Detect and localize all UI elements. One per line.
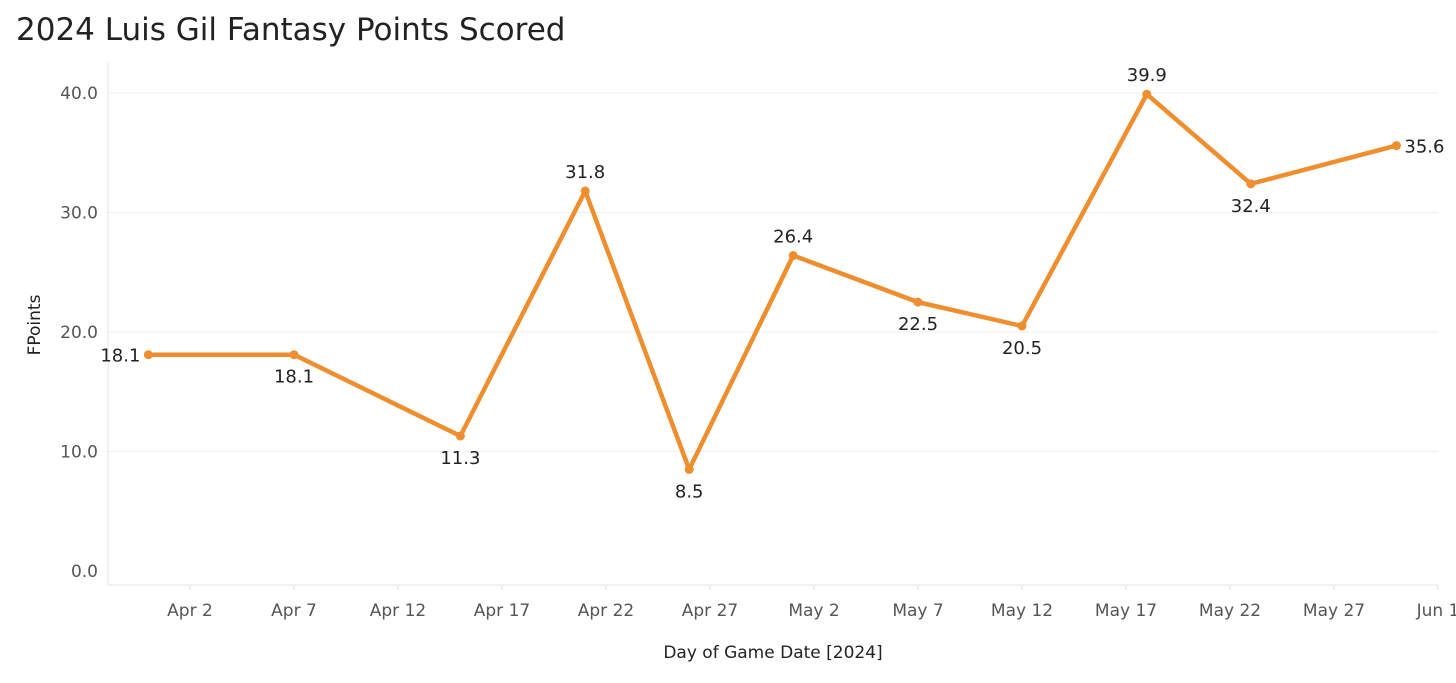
y-axis-title: FPoints	[25, 294, 45, 355]
data-point	[1246, 179, 1256, 189]
grid-lines	[108, 92, 1438, 452]
data-label: 20.5	[1002, 338, 1042, 359]
data-point	[913, 297, 923, 307]
x-tick-label: May 17	[1095, 601, 1157, 621]
x-tick-label: May 7	[892, 601, 943, 621]
data-label: 22.5	[898, 314, 938, 335]
x-tick-label: Apr 2	[167, 601, 213, 621]
x-tick-label: Apr 12	[370, 601, 426, 621]
data-points	[143, 89, 1401, 474]
data-label: 11.3	[440, 448, 480, 469]
y-tick-label: 40.0	[60, 84, 98, 104]
data-point	[143, 350, 153, 360]
data-label: 8.5	[675, 481, 704, 502]
series-line-path	[146, 91, 1399, 472]
y-tick-label: 0.0	[71, 562, 98, 582]
data-label: 18.1	[100, 346, 140, 367]
y-tick-label: 10.0	[60, 443, 98, 463]
x-tick-label: Apr 17	[474, 601, 530, 621]
chart-title: 2024 Luis Gil Fantasy Points Scored	[16, 12, 566, 48]
data-label: 39.9	[1127, 65, 1167, 86]
x-axis-title: Day of Game Date [2024]	[663, 643, 882, 663]
x-tick-label: Apr 22	[578, 601, 634, 621]
data-label: 26.4	[773, 227, 813, 248]
data-point	[1142, 89, 1152, 99]
x-tick-label: May 22	[1199, 601, 1261, 621]
y-tick-label: 30.0	[60, 204, 98, 224]
x-tick-label: May 12	[991, 601, 1053, 621]
x-tick-label: Jun 1	[1416, 601, 1456, 621]
data-point	[684, 464, 694, 474]
data-label: 35.6	[1404, 137, 1444, 158]
series-line	[146, 91, 1399, 472]
data-label: 18.1	[274, 367, 314, 388]
x-tick-label: May 2	[788, 601, 839, 621]
data-labels: 18.1 18.1 11.3 31.8 8.5 26.4 22.5 20.5 39.9 32.4 3…	[100, 65, 1444, 502]
data-point	[788, 251, 798, 261]
x-tick-label: Apr 27	[682, 601, 738, 621]
x-tick-label: May 27	[1303, 601, 1365, 621]
data-label: 32.4	[1231, 196, 1271, 217]
data-point	[580, 186, 590, 196]
y-tick-label: 20.0	[60, 323, 98, 343]
data-point	[289, 350, 299, 360]
x-tick-label: Apr 7	[271, 601, 317, 621]
data-point	[455, 431, 465, 441]
axes: 0.0 10.0 20.0 30.0 40.0 Apr 2 Apr 7 Apr 12 Apr 1…	[60, 62, 1456, 621]
data-point	[1017, 321, 1027, 331]
data-point	[1391, 141, 1401, 151]
data-label: 31.8	[565, 162, 605, 183]
